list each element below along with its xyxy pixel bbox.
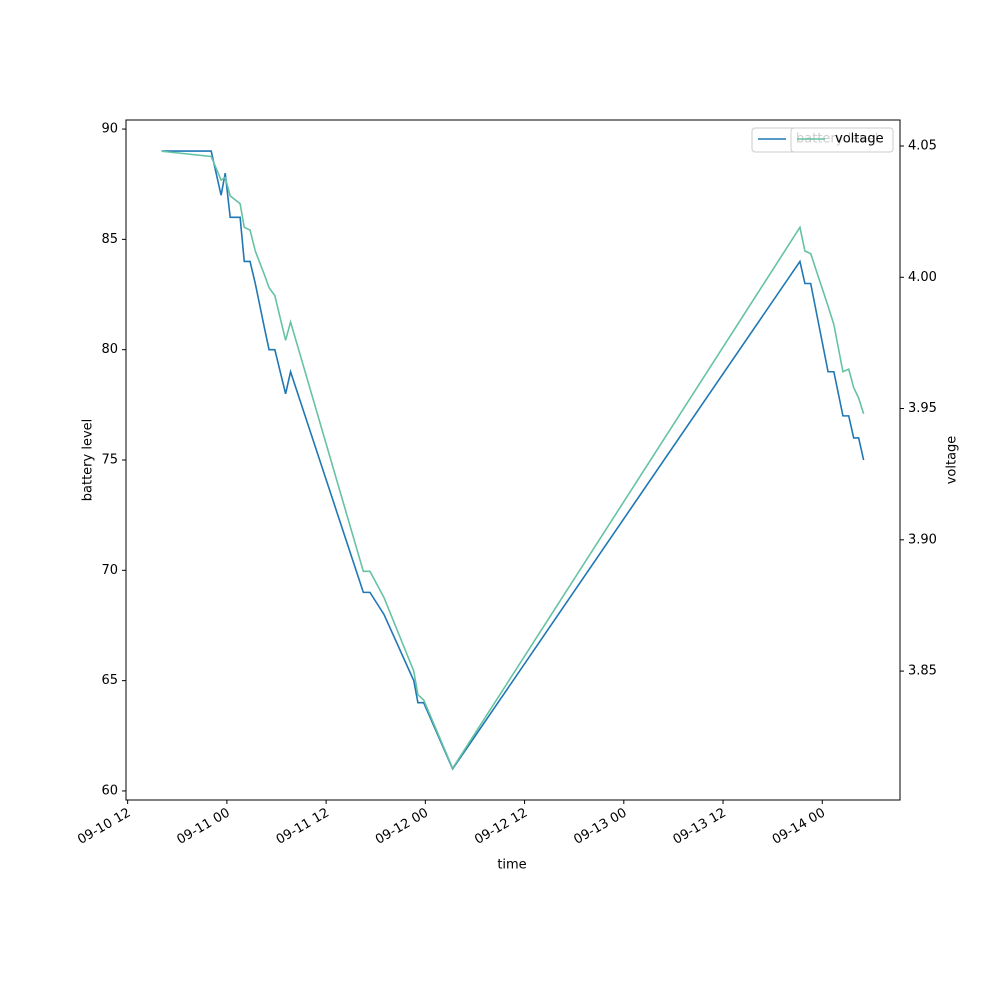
legend-box [790,127,894,153]
x-tick-label: 09-11 00 [175,806,233,848]
y-tick-label: 65 [101,673,118,688]
y2-tick-label: 4.00 [908,270,937,285]
y2-tick-label: 3.95 [908,401,937,416]
plot-frame [125,119,901,801]
x-tick-label: 09-14 00 [770,806,828,848]
y2-tick-label: 4.05 [908,138,937,153]
y-tick-label: 85 [101,232,118,247]
x-tick-label: 09-13 00 [571,806,629,848]
x-tick-label: 09-12 00 [373,806,431,848]
y-tick-label: 70 [101,563,118,578]
y-tick-label: 75 [101,453,118,468]
legend-label: voltage [835,132,884,147]
y-axis-label: battery level [81,419,96,502]
y2-tick-label: 3.90 [908,532,937,547]
series-line [161,150,865,771]
x-tick-label: 09-11 12 [274,806,332,848]
y2-axis-label: voltage [945,436,960,485]
series-line [161,150,865,770]
x-tick-label: 09-10 12 [75,806,133,848]
y-tick-label: 80 [101,342,118,357]
y-tick-label: 60 [101,783,118,798]
y-tick-label: 90 [101,122,118,137]
x-tick-label: 09-13 12 [671,806,729,848]
x-axis-label: time [497,858,526,873]
x-tick-label: 09-12 12 [472,806,530,848]
y2-tick-label: 3.85 [908,664,937,679]
